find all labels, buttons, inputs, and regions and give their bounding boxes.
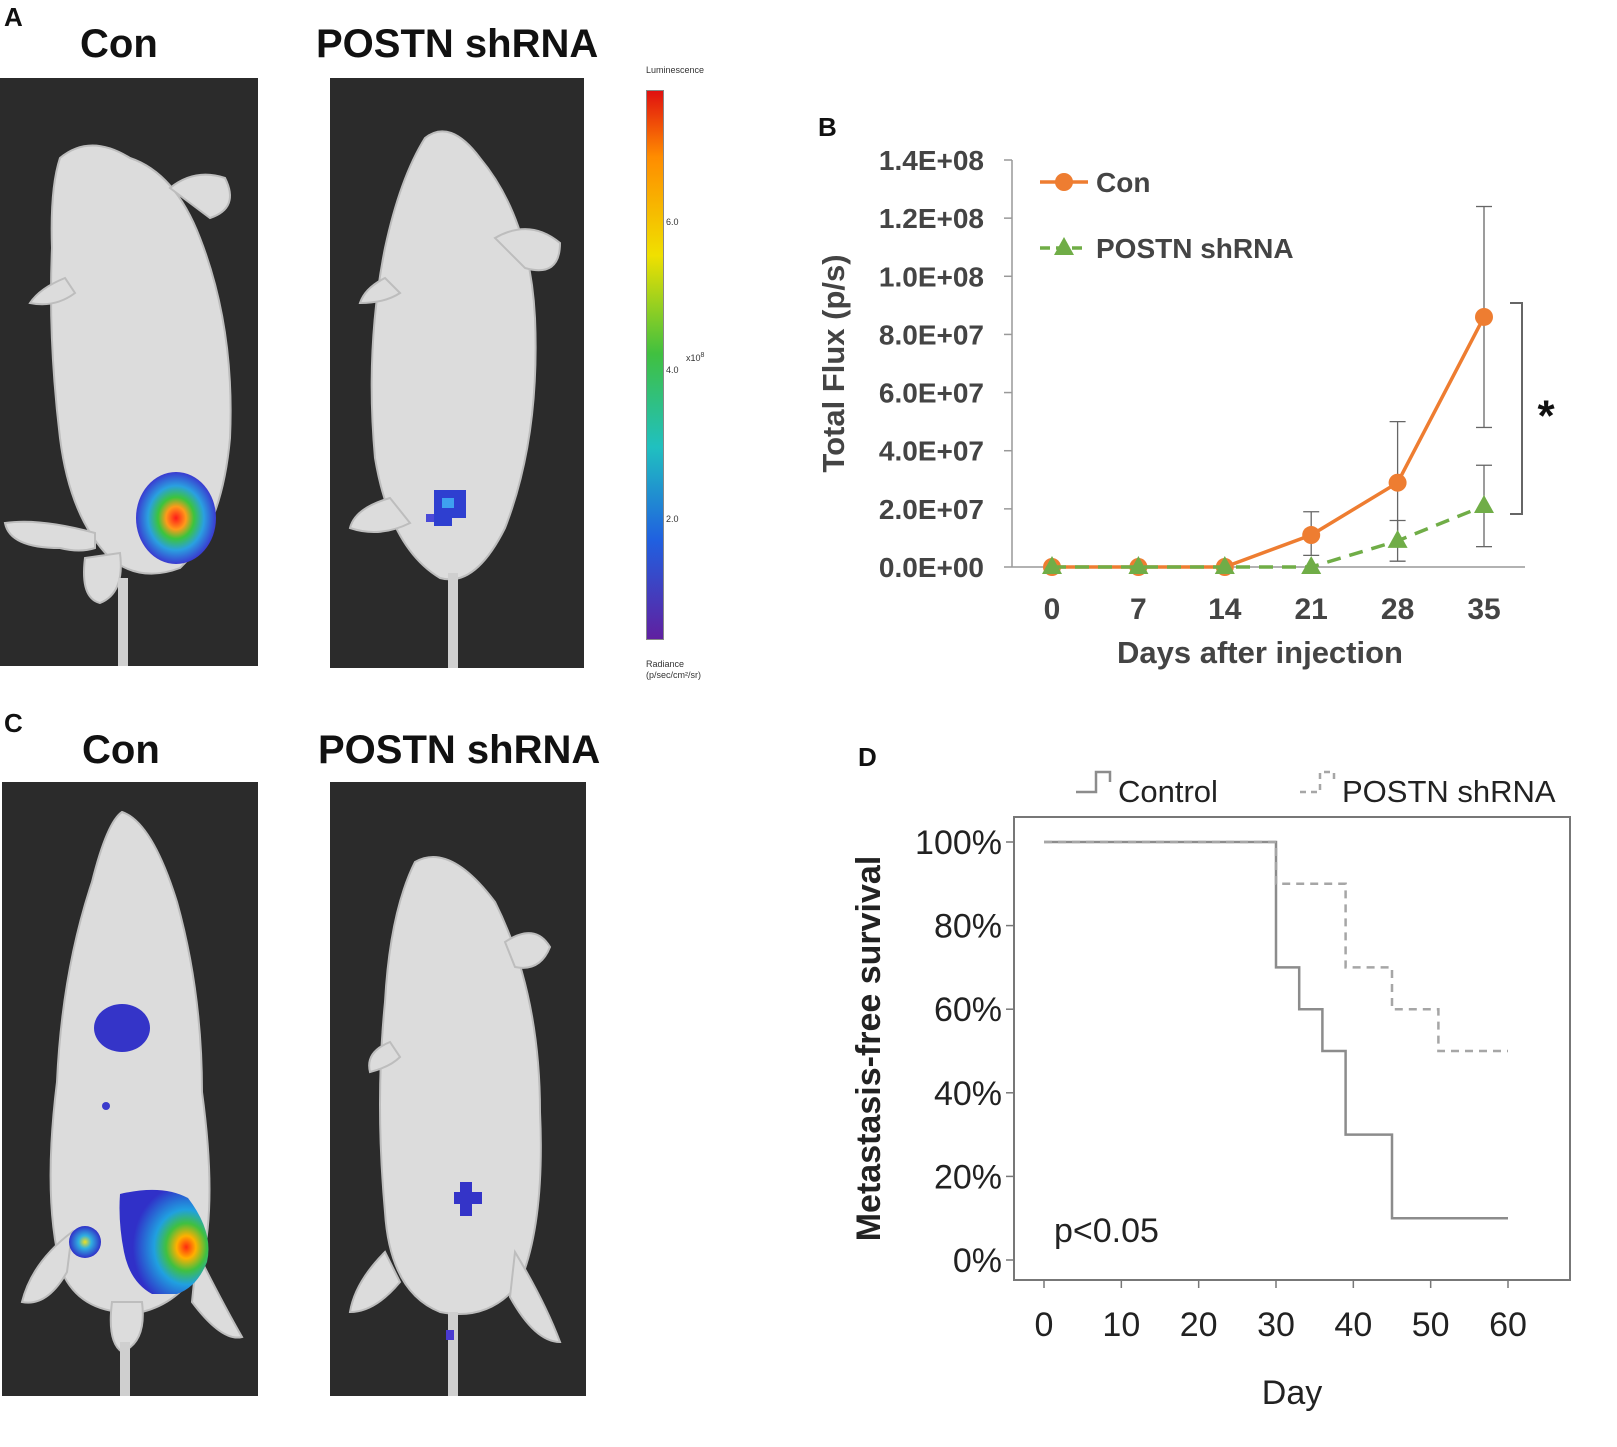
legend-marker bbox=[1055, 173, 1073, 191]
x-tick-label: 40 bbox=[1334, 1306, 1372, 1344]
data-point-con bbox=[1388, 473, 1407, 492]
data-point-con bbox=[1475, 307, 1493, 326]
legend-symbol bbox=[1076, 770, 1112, 794]
data-point-postn bbox=[1042, 556, 1062, 574]
y-axis-title: Metastasis-free survival bbox=[850, 856, 888, 1242]
colorbar-gradient bbox=[646, 90, 664, 640]
x-tick-label: 30 bbox=[1257, 1306, 1295, 1344]
legend-label: Con bbox=[1096, 167, 1150, 198]
legend-label: POSTN shRNA bbox=[1096, 233, 1294, 264]
legend-symbol bbox=[1300, 770, 1336, 794]
panel-b-chart: 0.0E+00 2.0E+07 4.0E+07 6.0E+07 8.0E+07 1.0E+… bbox=[816, 145, 1555, 670]
x-tick-label: 21 bbox=[1295, 593, 1328, 626]
colorbar-exponent: x108 bbox=[686, 352, 705, 363]
y-tick-label: 60% bbox=[934, 991, 1002, 1029]
survival-curve-postn bbox=[1044, 840, 1508, 1053]
x-tick-label: 7 bbox=[1130, 593, 1147, 626]
panel-c-con-mouse-image bbox=[2, 782, 258, 1396]
y-tick-label: 2.0E+07 bbox=[879, 494, 984, 525]
data-point-postn bbox=[1214, 556, 1235, 574]
colorbar-tick-high: 6.0 bbox=[666, 217, 679, 227]
x-axis-title: Days after injection bbox=[1117, 635, 1403, 670]
significance-bracket bbox=[1510, 301, 1523, 515]
y-tick-label: 1.4E+08 bbox=[879, 145, 984, 176]
y-tick-label: 0.0E+00 bbox=[879, 552, 984, 583]
y-tick-label: 4.0E+07 bbox=[879, 436, 984, 467]
colorbar-tick-low: 2.0 bbox=[666, 514, 679, 524]
y-tick-label: 1.2E+08 bbox=[879, 203, 984, 234]
panel-a-con-title: Con bbox=[80, 22, 158, 66]
panel-c-postn-title: POSTN shRNA bbox=[318, 728, 601, 772]
y-tick-label: 8.0E+07 bbox=[879, 319, 984, 350]
p-value-annotation: p<0.05 bbox=[1054, 1212, 1159, 1250]
x-tick-label: 14 bbox=[1208, 593, 1242, 626]
colorbar-unit-label: Radiance bbox=[646, 659, 685, 669]
x-tick-label: 28 bbox=[1381, 593, 1414, 626]
data-point-con bbox=[1302, 526, 1321, 545]
survival-curve-control bbox=[1044, 840, 1508, 1220]
series-line-1 bbox=[1052, 504, 1485, 569]
data-point-postn bbox=[1387, 529, 1408, 548]
panel-b-letter: B bbox=[818, 112, 837, 142]
data-point-postn bbox=[1301, 556, 1322, 574]
colorbar-tick-mid: 4.0 bbox=[666, 365, 679, 375]
y-tick-label: 40% bbox=[934, 1075, 1002, 1113]
panel-c-postn-mouse-image bbox=[330, 782, 586, 1396]
data-point-postn bbox=[1474, 494, 1494, 513]
plot-frame bbox=[1013, 816, 1571, 1281]
series-line-0 bbox=[1052, 316, 1486, 569]
panel-a-postn-title: POSTN shRNA bbox=[316, 22, 599, 66]
y-tick-label: 80% bbox=[934, 908, 1002, 946]
x-tick-label: 60 bbox=[1489, 1306, 1527, 1344]
x-tick-label: 10 bbox=[1102, 1306, 1140, 1344]
panel-d-letter: D bbox=[858, 742, 877, 772]
y-tick-label: 0% bbox=[953, 1242, 1002, 1280]
x-tick-label: 50 bbox=[1412, 1306, 1450, 1344]
significance-star: * bbox=[1537, 391, 1555, 440]
x-tick-label: 0 bbox=[1035, 1306, 1054, 1344]
legend-label: Control bbox=[1118, 774, 1218, 809]
legend-label: POSTN shRNA bbox=[1342, 774, 1556, 809]
x-tick-label: 35 bbox=[1467, 593, 1500, 626]
x-tick-label: 20 bbox=[1180, 1306, 1218, 1344]
y-tick-label: 1.0E+08 bbox=[879, 261, 984, 292]
panel-a-con-mouse-image bbox=[0, 78, 258, 666]
y-tick-label: 20% bbox=[934, 1158, 1002, 1196]
x-tick-label: 0 bbox=[1044, 593, 1061, 626]
data-point-postn bbox=[1128, 556, 1149, 574]
panel-c-con-title: Con bbox=[82, 728, 160, 772]
y-tick-label: 6.0E+07 bbox=[879, 378, 984, 409]
legend-marker bbox=[1054, 237, 1074, 255]
panel-c-letter: C bbox=[4, 708, 23, 738]
panel-a-postn-mouse-image bbox=[330, 78, 584, 668]
colorbar-title: Luminescence bbox=[646, 65, 705, 75]
x-axis-title: Day bbox=[1262, 1374, 1322, 1412]
panel-d-chart: 0% 20% 40% 60% 80% 100% 0 10 20 30 40 50 60 Day Metast… bbox=[850, 770, 1571, 1412]
y-tick-label: 100% bbox=[915, 824, 1002, 862]
colorbar-unit: (p/sec/cm²/sr) bbox=[646, 670, 701, 680]
panel-a-letter: A bbox=[4, 2, 23, 32]
y-axis-title: Total Flux (p/s) bbox=[816, 254, 851, 472]
